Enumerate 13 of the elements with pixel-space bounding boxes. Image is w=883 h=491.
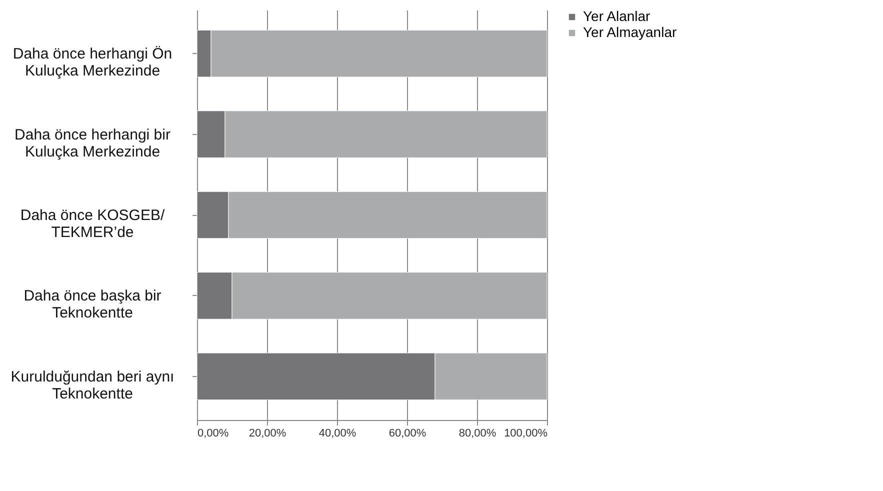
y-tick-label: Kurulduğundan beri aynı Teknokentte [10,368,174,402]
legend-label: Yer Alanlar [583,8,651,24]
x-tick-label: 80,00% [458,428,496,440]
y-tick-label: Daha önce herhangi bir Kuluçka Merkezinde [14,126,170,160]
y-tick-label: Daha önce KOSGEB/ TEKMER’de [20,207,166,241]
x-tick-label: 60,00% [388,428,426,440]
x-tick-label: 20,00% [248,428,286,440]
y-tick-label: Daha önce başka bir Teknokentte [24,288,162,322]
x-tick-label: 0,00% [198,428,229,440]
x-tick-label: 100,00% [504,428,548,440]
x-tick-label: 40,00% [318,428,356,440]
legend-label: Yer Almayanlar [583,24,677,40]
y-tick-label: Daha önce herhangi Ön Kuluçka Merkezinde [12,46,172,80]
